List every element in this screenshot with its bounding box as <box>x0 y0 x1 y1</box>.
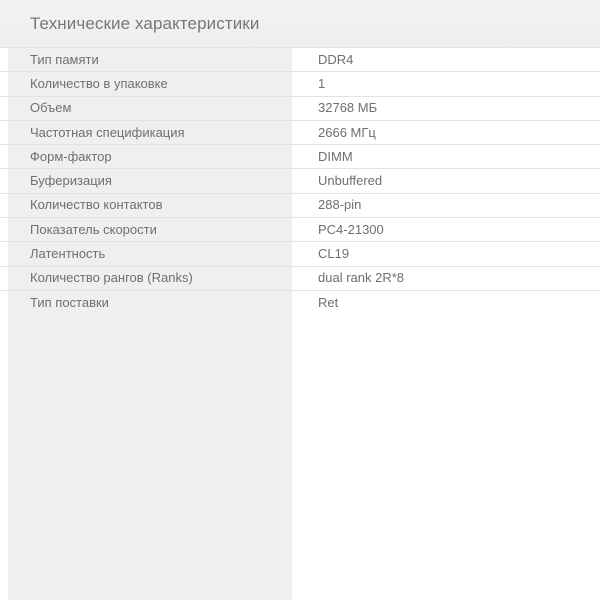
table-row: Объем 32768 МБ <box>0 95 600 120</box>
spec-value: Unbuffered <box>318 173 383 189</box>
spec-header: Технические характеристики <box>0 0 600 47</box>
table-row: Количество контактов 288-pin <box>0 192 600 217</box>
table-row: Форм-фактор DIMM <box>0 144 600 168</box>
spec-label: Объем <box>30 100 72 116</box>
table-row: Частотная спецификация 2666 МГц <box>0 119 600 144</box>
spec-label: Тип памяти <box>30 51 99 67</box>
table-row: Тип поставки Ret <box>0 289 600 314</box>
spec-label: Количество в упаковке <box>30 75 168 91</box>
label-column-background <box>8 47 292 600</box>
spec-value: Ret <box>318 294 339 310</box>
spec-value: CL19 <box>318 246 350 262</box>
spec-label: Форм-фактор <box>30 148 112 164</box>
spec-label: Буферизация <box>30 173 112 189</box>
spec-label: Показатель скорости <box>30 221 157 237</box>
spec-value: 2666 МГц <box>318 124 376 140</box>
table-row: Количество в упаковке 1 <box>0 71 600 95</box>
table-row: Количество рангов (Ranks) dual rank 2R*8 <box>0 265 600 290</box>
spec-value: 1 <box>318 75 326 91</box>
table-row: Показатель скорости PC4-21300 <box>0 217 600 241</box>
spec-value: DDR4 <box>318 51 354 67</box>
table-row: Латентность CL19 <box>0 241 600 265</box>
spec-label: Тип поставки <box>30 294 109 310</box>
spec-label: Латентность <box>30 246 106 262</box>
spec-value: PC4-21300 <box>318 221 384 237</box>
spec-label: Количество контактов <box>30 197 163 213</box>
spec-value: dual rank 2R*8 <box>318 270 404 286</box>
spec-value: 288-pin <box>318 197 362 213</box>
page-title: Технические характеристики <box>30 14 260 33</box>
spec-label: Количество рангов (Ranks) <box>30 270 193 286</box>
spec-label: Частотная спецификация <box>30 124 185 140</box>
spec-table: Тип памяти DDR4 Количество в упаковке 1 Объе… <box>0 47 600 314</box>
spec-value: DIMM <box>318 148 353 164</box>
table-row: Тип памяти DDR4 <box>0 47 600 71</box>
table-row: Буферизация Unbuffered <box>0 168 600 192</box>
spec-value: 32768 МБ <box>318 100 378 116</box>
